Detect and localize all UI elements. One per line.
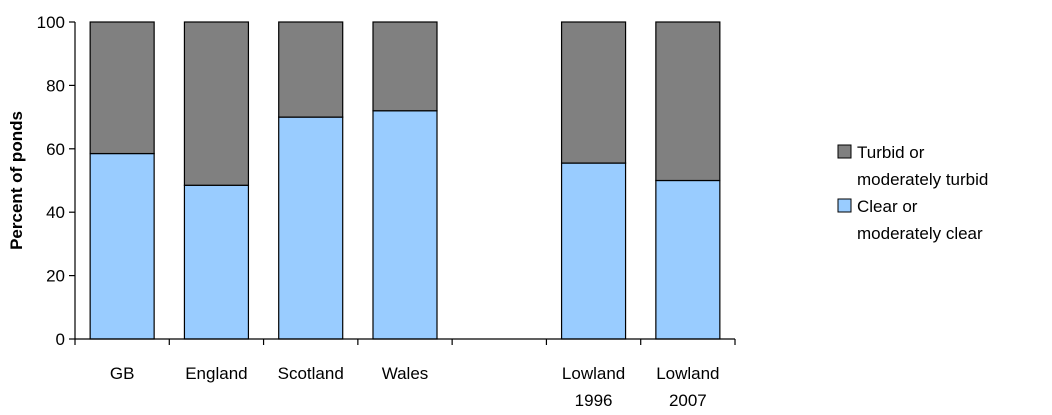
y-axis-title: Percent of ponds — [7, 111, 26, 250]
legend-label: moderately turbid — [857, 170, 988, 189]
bar-segment-clear-3 — [372, 110, 438, 340]
bar-segment-turbid-5 — [560, 21, 627, 164]
axes-layer — [69, 21, 736, 345]
x-tick-label: Scotland — [278, 364, 344, 383]
x-tick-label: England — [185, 364, 247, 383]
x-tick-label: Lowland — [656, 364, 719, 383]
x-tick-label: Wales — [382, 364, 429, 383]
bar-segment-clear-5 — [560, 162, 627, 340]
legend-label: moderately clear — [857, 224, 983, 243]
bars-layer — [89, 21, 721, 340]
bar-segment-clear-0 — [89, 152, 155, 340]
bar-segment-turbid-6 — [655, 21, 721, 182]
legend-label: Turbid or — [857, 143, 925, 162]
labels-layer: 0 20 40 60 80 100 GB England Scotland Wales Lowlan… — [7, 13, 720, 410]
bar-segment-turbid-0 — [89, 21, 155, 155]
x-tick-label: Lowland — [562, 364, 625, 383]
legend-swatch — [837, 198, 852, 213]
x-tick-label: 1996 — [575, 391, 613, 410]
y-tick-label: 60 — [46, 140, 65, 159]
legend-label: Clear or — [857, 197, 918, 216]
legend: Turbid or moderately turbid Clear or modera… — [837, 143, 988, 243]
x-tick-label: 2007 — [669, 391, 707, 410]
y-tick-label: 80 — [46, 76, 65, 95]
x-tick-label: GB — [110, 364, 135, 383]
y-tick-label: 100 — [37, 13, 65, 32]
y-tick-label: 0 — [56, 330, 65, 349]
bar-segment-clear-2 — [278, 116, 344, 340]
bar-segment-clear-6 — [655, 179, 721, 340]
y-tick-label: 40 — [46, 203, 65, 222]
bar-segment-turbid-1 — [183, 21, 250, 186]
bar-segment-turbid-3 — [372, 21, 438, 112]
bar-segment-turbid-2 — [278, 21, 344, 118]
bar-segment-clear-1 — [183, 184, 250, 340]
legend-swatch — [837, 144, 852, 159]
y-tick-label: 20 — [46, 267, 65, 286]
